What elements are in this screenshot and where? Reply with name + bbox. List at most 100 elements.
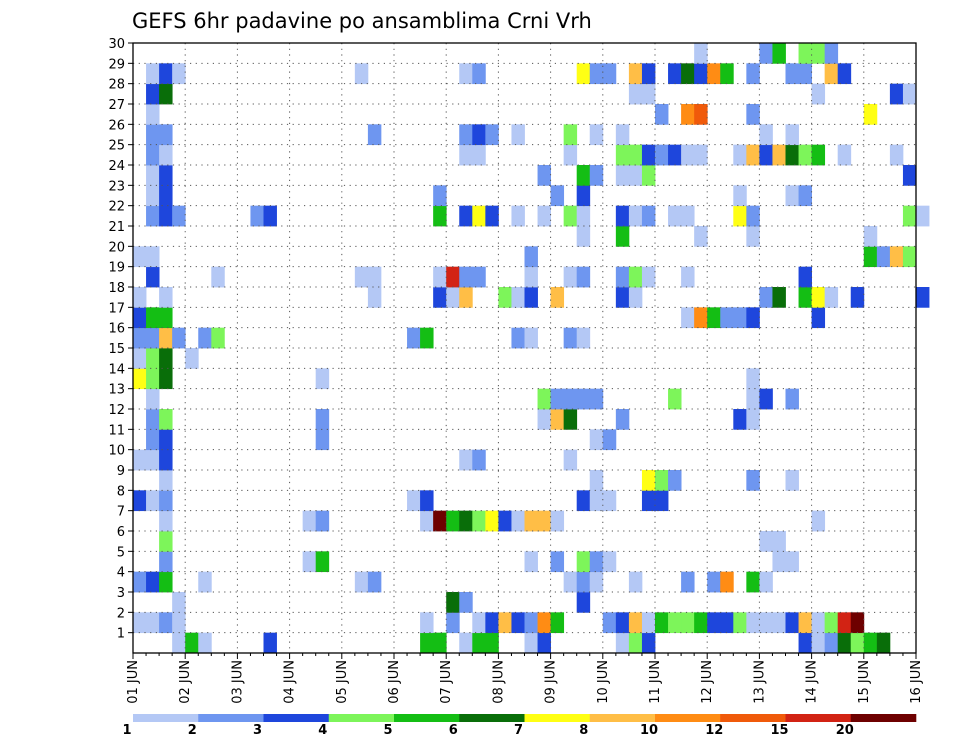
- heatmap-cell: [159, 368, 173, 390]
- heatmap-cell: [315, 409, 330, 430]
- heatmap-cell: [159, 185, 173, 207]
- heatmap-cell: [263, 205, 277, 227]
- heatmap-cell: [772, 287, 786, 308]
- heatmap-cell: [159, 510, 173, 532]
- heatmap-cell: [602, 429, 617, 451]
- heatmap-cell: [811, 632, 826, 654]
- heatmap-cell: [863, 632, 878, 654]
- x-tick-label: 11 JUN: [648, 660, 663, 704]
- heatmap-cell: [746, 368, 760, 390]
- heatmap-cell: [746, 388, 760, 410]
- legend-label: 4: [318, 723, 327, 738]
- heatmap-cell: [420, 612, 434, 634]
- heatmap-cell: [902, 246, 917, 268]
- heatmap-cell: [550, 287, 565, 308]
- x-tick-label: 08 JUN: [491, 660, 506, 704]
- x-tick-label: 03 JUN: [230, 660, 245, 704]
- y-tick-label: 16: [108, 322, 125, 337]
- legend-label: 20: [836, 723, 854, 738]
- y-tick-label: 4: [117, 566, 125, 581]
- heatmap-cell: [420, 327, 434, 349]
- heatmap-cell: [146, 429, 160, 451]
- heatmap-cell: [811, 83, 826, 105]
- heatmap-cell: [367, 266, 382, 288]
- heatmap-cell: [733, 612, 747, 634]
- legend-label: 1: [122, 723, 131, 738]
- heatmap-cell: [146, 185, 160, 207]
- heatmap-cell: [681, 63, 695, 85]
- heatmap-cell: [472, 266, 486, 288]
- legend-label: 3: [253, 723, 262, 738]
- heatmap-cell: [133, 327, 147, 349]
- y-tick-label: 12: [108, 403, 125, 418]
- heatmap-cell: [641, 165, 656, 186]
- heatmap-cell: [133, 307, 147, 329]
- heatmap-cell: [837, 612, 852, 634]
- heatmap-cell: [589, 470, 604, 491]
- y-tick-label: 5: [117, 545, 125, 560]
- heatmap-cell: [146, 205, 160, 227]
- heatmap-cell: [641, 144, 656, 166]
- legend-swatch: [133, 714, 199, 722]
- heatmap-cell: [615, 124, 630, 146]
- heatmap-cell: [772, 531, 786, 552]
- heatmap-cell: [655, 470, 669, 491]
- heatmap-cell: [668, 470, 682, 491]
- heatmap-cell: [537, 388, 551, 410]
- heatmap-cell: [550, 510, 565, 532]
- heatmap-cell: [694, 144, 708, 166]
- legend-label: 10: [640, 723, 658, 738]
- heatmap-cell: [772, 612, 786, 634]
- heatmap-cell: [707, 571, 721, 593]
- heatmap-cell: [524, 327, 538, 349]
- legend-label: 5: [383, 723, 392, 738]
- heatmap-cell: [863, 226, 878, 247]
- heatmap-cell: [146, 124, 160, 146]
- y-tick-label: 20: [108, 240, 125, 255]
- heatmap-cell: [159, 348, 173, 369]
- heatmap-cell: [146, 165, 160, 186]
- heatmap-cell: [563, 327, 578, 349]
- heatmap-cell: [916, 287, 930, 308]
- heatmap-cell: [746, 571, 760, 593]
- y-tick-label: 17: [108, 301, 125, 316]
- heatmap-cell: [785, 551, 799, 573]
- heatmap-cell: [589, 571, 604, 593]
- heatmap-cell: [550, 612, 565, 634]
- heatmap-cell: [681, 144, 695, 166]
- heatmap-cell: [146, 490, 160, 512]
- heatmap-cell: [472, 632, 486, 654]
- heatmap-cell: [159, 83, 173, 105]
- heatmap-cell: [759, 287, 773, 308]
- heatmap-cell: [172, 632, 186, 654]
- y-tick-label: 13: [108, 383, 125, 398]
- heatmap-cell: [837, 63, 852, 85]
- heatmap-cell: [707, 63, 721, 85]
- heatmap-cell: [498, 612, 512, 634]
- heatmap-cell: [746, 612, 760, 634]
- heatmap-cell: [485, 124, 499, 146]
- heatmap-cell: [746, 104, 760, 125]
- heatmap-cell: [211, 266, 225, 288]
- heatmap-cell: [798, 287, 812, 308]
- heatmap-cell: [641, 490, 656, 512]
- y-tick-label: 30: [108, 37, 125, 52]
- heatmap-cell: [641, 205, 656, 227]
- heatmap-cell: [524, 612, 538, 634]
- heatmap-cell: [485, 205, 499, 227]
- heatmap-cell: [133, 612, 147, 634]
- heatmap-cell: [681, 571, 695, 593]
- heatmap-cell: [668, 388, 682, 410]
- heatmap-cell: [159, 327, 173, 349]
- heatmap-cell: [433, 185, 447, 207]
- heatmap-cell: [524, 246, 538, 268]
- heatmap-cell: [537, 165, 551, 186]
- y-tick-label: 29: [108, 57, 125, 72]
- heatmap-cell: [615, 226, 630, 247]
- heatmap-cell: [146, 246, 160, 268]
- heatmap-cell: [668, 144, 682, 166]
- heatmap-cell: [602, 490, 617, 512]
- heatmap-cell: [354, 571, 369, 593]
- heatmap-cell: [641, 63, 656, 85]
